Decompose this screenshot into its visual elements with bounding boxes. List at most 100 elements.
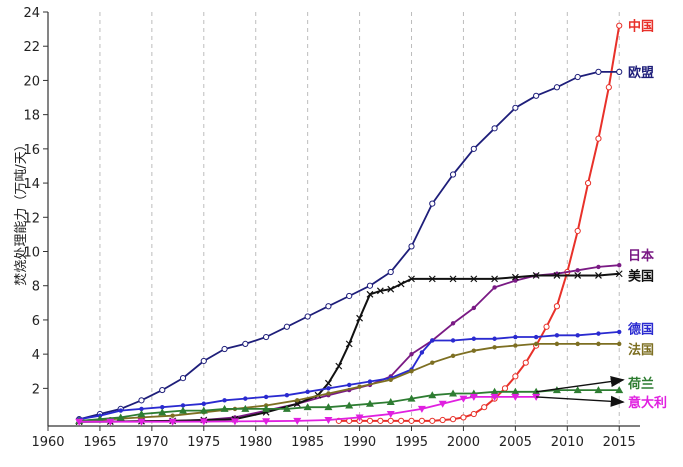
- data-point: [295, 398, 300, 403]
- data-point: [438, 400, 447, 408]
- data-point: [574, 272, 582, 279]
- data-point: [345, 340, 353, 348]
- data-point: [138, 397, 145, 404]
- y-tick-label: 4: [32, 348, 40, 363]
- data-point: [450, 321, 456, 326]
- data-point: [139, 406, 144, 412]
- data-point: [471, 305, 477, 311]
- series-line: [79, 342, 620, 422]
- annotations: [536, 375, 625, 407]
- data-point: [170, 413, 175, 418]
- series-中国: [335, 22, 623, 424]
- data-point: [386, 411, 395, 419]
- series-label: 意大利: [628, 395, 667, 411]
- data-point: [346, 292, 353, 300]
- data-point: [575, 333, 580, 338]
- data-point: [471, 336, 477, 341]
- data-point: [116, 413, 125, 421]
- data-point: [293, 400, 301, 408]
- x-tick-label: 2005: [499, 435, 532, 450]
- x-tick-label: 1975: [187, 435, 220, 450]
- data-point: [230, 418, 239, 426]
- series-法国: [76, 341, 622, 424]
- data-point: [168, 418, 177, 426]
- data-point: [417, 405, 426, 413]
- data-point: [543, 323, 550, 330]
- data-point: [180, 403, 186, 408]
- data-point: [365, 399, 374, 407]
- data-point: [387, 285, 395, 293]
- data-point: [616, 22, 623, 29]
- y-tick-label: 6: [32, 314, 40, 329]
- x-tick-label: 1960: [31, 435, 64, 450]
- data-point: [221, 345, 228, 353]
- data-point: [242, 340, 249, 347]
- y-tick-label: 12: [23, 211, 40, 226]
- data-point: [574, 227, 581, 235]
- data-point: [533, 334, 539, 340]
- data-point: [490, 387, 499, 395]
- data-point: [617, 262, 622, 268]
- data-point: [492, 285, 497, 290]
- data-point: [346, 382, 352, 388]
- data-point: [439, 416, 446, 424]
- y-tick-label: 10: [23, 246, 40, 261]
- data-point: [429, 200, 436, 207]
- data-point: [469, 393, 478, 401]
- data-point: [367, 379, 373, 384]
- data-point: [201, 401, 206, 406]
- data-point: [501, 385, 509, 392]
- data-point: [305, 389, 310, 394]
- y-axis-label: 焚烧处理能力（万吨/天）: [14, 138, 29, 285]
- data-point: [554, 333, 560, 338]
- data-point: [470, 275, 478, 283]
- data-point: [222, 398, 227, 403]
- series-line: [78, 71, 620, 421]
- data-point: [284, 393, 290, 398]
- data-point: [303, 403, 312, 411]
- data-point: [511, 393, 520, 401]
- x-tick-label: 1980: [239, 435, 272, 450]
- data-point: [574, 73, 581, 81]
- data-point: [596, 331, 601, 336]
- data-point: [263, 333, 270, 341]
- data-point: [179, 406, 188, 414]
- data-point: [492, 345, 497, 350]
- series-意大利: [75, 393, 541, 426]
- data-point: [293, 417, 302, 425]
- y-tick-label: 18: [23, 109, 40, 124]
- annotation-arrow: [536, 375, 625, 393]
- data-point: [553, 272, 561, 279]
- data-point: [450, 353, 456, 359]
- data-point: [409, 351, 414, 357]
- data-point: [470, 410, 477, 418]
- data-point: [282, 404, 291, 412]
- data-point: [490, 393, 499, 401]
- series-label: 荷兰: [627, 376, 654, 392]
- annotation-arrow: [536, 395, 625, 407]
- data-point: [356, 314, 364, 322]
- data-point: [106, 418, 115, 426]
- data-point: [511, 387, 520, 395]
- data-point: [243, 396, 248, 401]
- data-point: [75, 418, 84, 426]
- data-point: [616, 68, 623, 75]
- data-point: [304, 313, 311, 320]
- data-point: [615, 386, 624, 394]
- data-point: [137, 410, 146, 418]
- data-point: [388, 377, 393, 383]
- grid: [99, 12, 620, 426]
- x-tick-label: 1995: [395, 435, 428, 450]
- data-point: [533, 92, 540, 99]
- data-point: [159, 386, 166, 394]
- data-point: [511, 273, 519, 281]
- data-point: [199, 406, 208, 414]
- data-point: [595, 68, 602, 75]
- data-point: [377, 417, 384, 424]
- data-point: [573, 386, 582, 394]
- data-point: [409, 369, 414, 374]
- data-point: [325, 303, 332, 310]
- x-tick-label: 2010: [551, 435, 584, 450]
- data-point: [533, 341, 539, 347]
